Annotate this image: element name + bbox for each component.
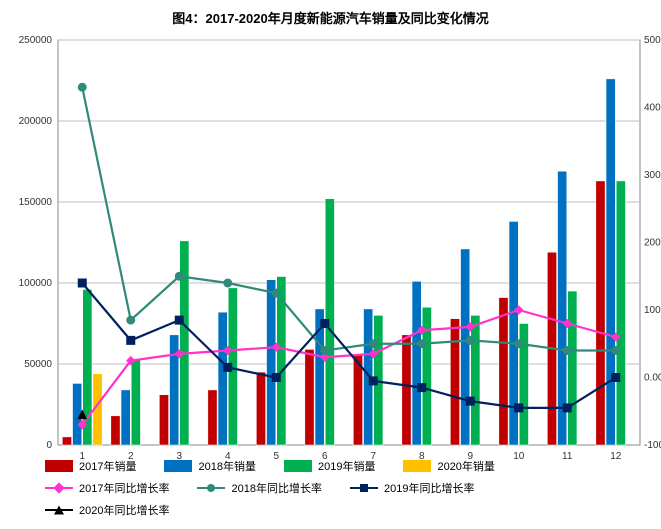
legend-item-line-2017: 2017年同比增长率: [45, 480, 169, 496]
legend-label: 2017年销量: [79, 458, 136, 474]
svg-text:150000: 150000: [19, 197, 53, 208]
legend-label: 2020年同比增长率: [79, 502, 169, 518]
legend-item-bar-2018: 2018年销量: [164, 458, 255, 474]
bar-2017: [111, 416, 120, 445]
legend-label: 2020年销量: [437, 458, 494, 474]
bar-2018: [461, 249, 470, 445]
legend-label: 2019年销量: [318, 458, 375, 474]
bar-2018: [606, 79, 615, 445]
bar-2017: [596, 181, 605, 445]
svg-text:0.00%: 0.00%: [644, 373, 661, 384]
bar-2018: [218, 312, 227, 445]
bar-2018: [121, 390, 130, 445]
svg-text:100.00%: 100.00%: [644, 305, 661, 316]
svg-text:250000: 250000: [19, 35, 53, 46]
bar-2018: [412, 281, 421, 445]
legend-label: 2018年销量: [198, 458, 255, 474]
bar-2017: [256, 372, 265, 445]
svg-text:50000: 50000: [24, 359, 52, 370]
svg-text:100000: 100000: [19, 278, 53, 289]
bar-2019: [131, 359, 140, 445]
bar-2017: [305, 349, 314, 445]
bar-2017: [208, 390, 217, 445]
legend-item-line-2020: 2020年同比增长率: [45, 502, 169, 518]
bar-2019: [568, 291, 577, 445]
chart-svg: 0 50000 100000 150000 200000 250000 -100.00% 0.…: [0, 0, 661, 529]
svg-text:200000: 200000: [19, 116, 53, 127]
svg-text:200.00%: 200.00%: [644, 238, 661, 249]
bar-2018: [267, 280, 276, 445]
bar-2019: [616, 181, 625, 445]
legend-label: 2019年同比增长率: [384, 480, 474, 496]
legend-item-bar-2019: 2019年销量: [284, 458, 375, 474]
svg-text:400.00%: 400.00%: [644, 103, 661, 114]
svg-text:0: 0: [46, 440, 52, 451]
legend-item-bar-2020: 2020年销量: [403, 458, 494, 474]
legend: 2017年销量 2018年销量 2019年销量 2020年销量 2017年同比增长率 20…: [45, 458, 645, 524]
legend-label: 2018年同比增长率: [231, 480, 321, 496]
bar-2017: [450, 319, 459, 445]
svg-text:500.00%: 500.00%: [644, 35, 661, 46]
legend-label: 2017年同比增长率: [79, 480, 169, 496]
svg-text:300.00%: 300.00%: [644, 170, 661, 181]
bar-2019: [180, 241, 189, 445]
svg-text:-100.00%: -100.00%: [644, 440, 661, 451]
line-2018: [82, 87, 616, 350]
bar-2017: [499, 298, 508, 445]
legend-item-line-2018: 2018年同比增长率: [197, 480, 321, 496]
bar-2017: [402, 335, 411, 445]
legend-item-line-2019: 2019年同比增长率: [350, 480, 474, 496]
legend-item-bar-2017: 2017年销量: [45, 458, 136, 474]
bar-2017: [159, 395, 168, 445]
bar-2019: [471, 315, 480, 445]
bar-2017: [62, 437, 71, 445]
